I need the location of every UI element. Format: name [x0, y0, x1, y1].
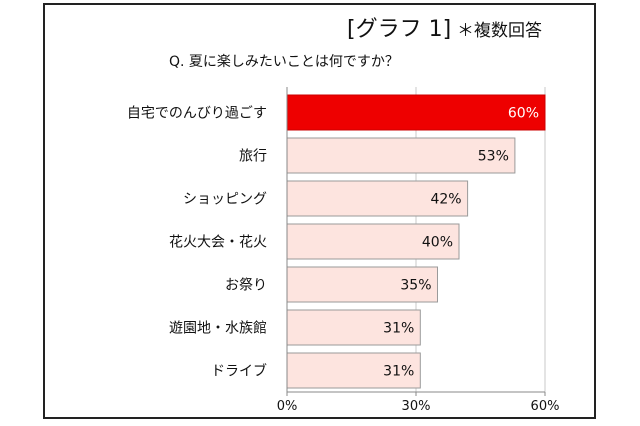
x-tick-label: 30% [402, 399, 431, 414]
value-label: 42% [430, 192, 461, 208]
value-label: 53% [478, 149, 509, 165]
bars-group [286, 94, 546, 389]
chart-title: [グラフ 1] [347, 17, 451, 42]
category-label: ショッピング [183, 192, 267, 208]
bar [286, 94, 546, 131]
value-labels: 60% 53% 42% 40% 35% 31% 31% [383, 106, 539, 380]
bar-chart: [グラフ 1] ＊複数回答 Q. 夏に楽しみたいことは何ですか？ 自宅でのんびり… [127, 17, 560, 414]
x-tick-label: 60% [531, 399, 560, 414]
category-label: 花火大会・花火 [169, 235, 267, 251]
bar [286, 309, 421, 346]
value-label: 31% [383, 321, 414, 337]
category-label: 旅行 [239, 149, 267, 165]
bar [286, 180, 469, 217]
category-label: ドライブ [211, 363, 267, 380]
x-axis: 0% 30% 60% [277, 87, 560, 414]
value-label: 40% [422, 235, 453, 251]
value-label: 35% [400, 278, 431, 294]
chart-frame: [グラフ 1] ＊複数回答 Q. 夏に楽しみたいことは何ですか？ 自宅でのんびり… [43, 3, 596, 419]
value-label: 60% [508, 106, 539, 122]
bar [286, 352, 421, 389]
x-tick-label: 0% [277, 399, 298, 414]
chart-question: Q. 夏に楽しみたいことは何ですか？ [169, 54, 399, 70]
category-label: 自宅でのんびり過ごす [127, 106, 267, 122]
category-label: お祭り [225, 278, 267, 294]
category-label: 遊園地・水族館 [169, 320, 267, 337]
value-label: 31% [383, 364, 414, 380]
chart-note: ＊複数回答 [457, 21, 542, 41]
